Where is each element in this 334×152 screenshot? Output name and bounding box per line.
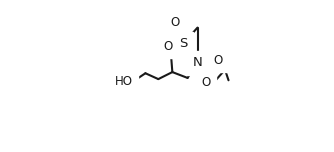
Text: O: O bbox=[163, 40, 172, 53]
Text: O: O bbox=[170, 16, 179, 29]
Text: O: O bbox=[202, 76, 211, 89]
Text: N: N bbox=[193, 56, 202, 69]
Text: HO: HO bbox=[115, 75, 133, 88]
Text: S: S bbox=[179, 38, 187, 50]
Text: O: O bbox=[213, 54, 223, 67]
